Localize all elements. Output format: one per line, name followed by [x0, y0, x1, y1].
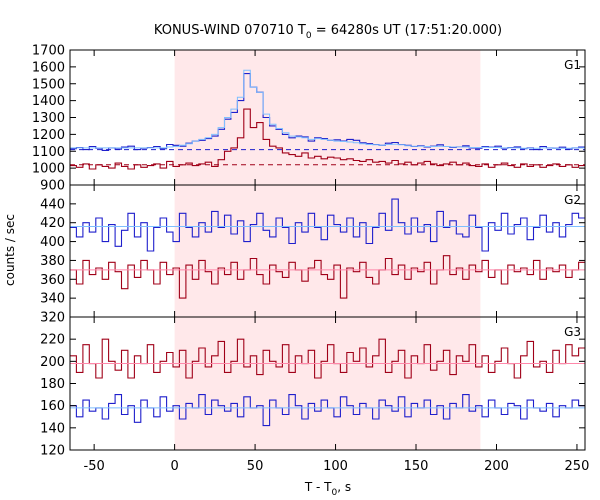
- xtick-label: 200: [484, 459, 509, 474]
- panel-g2-ytick-label: 420: [40, 216, 65, 231]
- panels-layer: 90010001100120013001400150016001700G1320…: [32, 44, 589, 475]
- panel-g3-ytick-label: 180: [40, 377, 65, 392]
- panel-g1-ytick-label: 1200: [32, 128, 65, 143]
- panel-g1-ytick-label: 1500: [32, 77, 65, 92]
- xtick-label: 150: [404, 459, 429, 474]
- x-axis-label-main: T - T: [304, 480, 332, 494]
- panel-g3-ytick-label: 140: [40, 421, 65, 436]
- panel-g1-label: G1: [564, 58, 581, 72]
- panel-g2-ytick-label: 380: [40, 254, 65, 269]
- panel-g2-label: G2: [564, 193, 581, 207]
- x-axis-label-rest: , s: [337, 480, 351, 494]
- panel-g2-ytick-label: 400: [40, 235, 65, 250]
- x-axis-label: T - T0, s: [304, 480, 351, 498]
- panel-g3-label: G3: [564, 325, 581, 339]
- panel-g1-low-band-series: [70, 108, 585, 170]
- panel-g3-ytick-label: 200: [40, 355, 65, 370]
- panel-g3-ytick-label: 220: [40, 333, 65, 348]
- xtick-label: 250: [565, 459, 590, 474]
- panel-g2-ytick-label: 440: [40, 197, 65, 212]
- panel-g1-ytick-label: 1000: [32, 162, 65, 177]
- xtick-label: -50: [84, 459, 105, 474]
- panel-g1-ytick-label: 1400: [32, 94, 65, 109]
- chart-title-main: KONUS-WIND 070710 T: [154, 23, 306, 38]
- x-axis-label-subscript: 0: [332, 488, 338, 498]
- chart-title-rest: = 64280s UT (17:51:20.000): [312, 23, 502, 38]
- panel-g3-ytick-label: 160: [40, 399, 65, 414]
- xtick-label: 0: [170, 459, 178, 474]
- panel-g1-ytick-label: 1700: [32, 44, 65, 59]
- chart-title: KONUS-WIND 070710 T0 = 64280s UT (17:51:…: [154, 23, 502, 41]
- y-axis-label: counts / sec: [3, 214, 17, 286]
- panel-g2-ytick-label: 340: [40, 292, 65, 307]
- panel-g3-ytick-label: 120: [40, 444, 65, 459]
- panel-g2-ytick-label: 360: [40, 273, 65, 288]
- panel-g1-high-band-model: [70, 69, 585, 149]
- panel-g1-ytick-label: 900: [40, 179, 65, 194]
- panel-g3-low-band-series: [70, 338, 585, 379]
- panel-g1-ytick-label: 1300: [32, 111, 65, 126]
- panel-g2-high-band-series: [70, 198, 585, 252]
- panel-g1-ytick-label: 1600: [32, 60, 65, 75]
- panel-g3: 120 140 160 180 200 220 G3: [40, 316, 586, 459]
- panel-g3-shaded-interval: [174, 317, 481, 450]
- panel-g2-ytick-label: 320: [40, 311, 65, 326]
- panel-g2-shaded-interval: [174, 185, 481, 317]
- xtick-label: 100: [323, 459, 348, 474]
- xtick-label: 50: [247, 459, 264, 474]
- panel-g2: 320 340 360 380 400 420 440 G2: [40, 184, 586, 326]
- panel-g1-ytick-label: 1100: [32, 145, 65, 160]
- chart-title-subscript: 0: [306, 31, 312, 41]
